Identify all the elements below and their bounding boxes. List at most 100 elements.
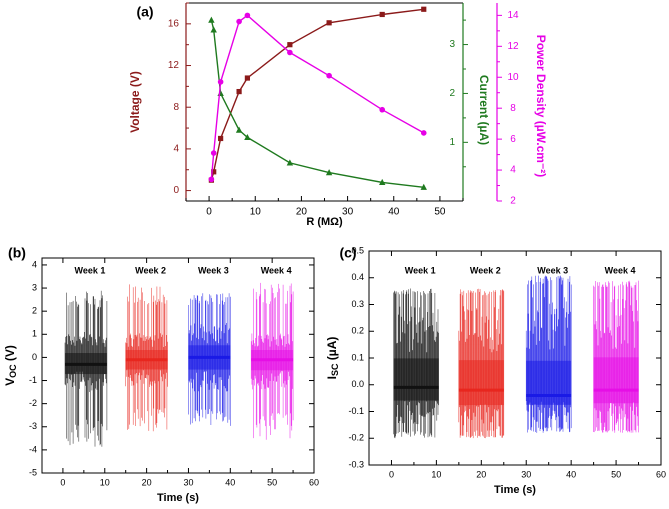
x-tick-label: 10 xyxy=(250,207,262,218)
left-y-tick-label: 8 xyxy=(173,102,179,113)
signal-week-4 xyxy=(250,282,294,440)
power-marker xyxy=(420,130,427,136)
voltage-marker xyxy=(218,135,224,142)
left-y-tick-label: 16 xyxy=(168,18,180,29)
y-tick-label: 0.4 xyxy=(351,272,364,282)
week-label: Week 1 xyxy=(405,265,436,275)
x-tick-label: 0 xyxy=(60,477,65,487)
power-marker xyxy=(208,176,215,183)
current-marker xyxy=(379,178,386,186)
week-label: Week 1 xyxy=(75,265,106,275)
voltage-marker xyxy=(244,75,251,81)
week-label: Week 4 xyxy=(605,265,636,275)
y-tick-label: 1 xyxy=(32,329,37,339)
x-tick-label: 20 xyxy=(142,477,152,487)
signal-week-3 xyxy=(525,275,572,433)
panel-label: (c) xyxy=(339,245,356,261)
x-tick-label: 50 xyxy=(434,207,446,218)
signal-week-1 xyxy=(393,288,439,439)
power-marker xyxy=(326,72,332,79)
current-marker xyxy=(235,126,243,133)
panel-label: (a) xyxy=(136,4,153,20)
y-tick-label: 4 xyxy=(32,259,37,269)
x-tick-label: 10 xyxy=(431,469,441,479)
current-marker xyxy=(244,133,251,141)
power-marker xyxy=(287,49,293,56)
y-tick-label: 0 xyxy=(32,352,37,362)
current-y-tick-label: 2 xyxy=(449,88,455,99)
current-marker xyxy=(420,183,427,190)
signal-week-4 xyxy=(593,280,639,433)
power-y-tick-label: 12 xyxy=(507,41,519,52)
plot-frame xyxy=(41,257,315,474)
voltage-marker xyxy=(236,88,242,95)
current-marker xyxy=(210,26,217,33)
y-tick-label: -4 xyxy=(29,444,37,454)
y-axis-title: ISC (µA) xyxy=(325,337,340,380)
voltage-marker xyxy=(211,169,217,175)
x-tick-label: 0 xyxy=(206,207,212,218)
y-tick-label: -0.2 xyxy=(348,433,364,443)
power-marker xyxy=(236,18,242,25)
y-axis-title-main: V xyxy=(3,378,17,386)
power-y-tick-label: 8 xyxy=(510,103,516,114)
x-tick-label: 30 xyxy=(183,477,193,487)
signal-core-band xyxy=(458,360,504,406)
x-tick-label: 20 xyxy=(296,207,308,218)
y-axis-title-subscript: OC xyxy=(8,364,18,378)
x-axis-title: Time (s) xyxy=(494,484,536,496)
left-y-axis-title: Voltage (V) xyxy=(128,71,142,133)
power-y-axis-title: Power Density (µW.cm⁻²) xyxy=(534,35,548,178)
x-axis-title: R (MΩ) xyxy=(306,216,343,228)
x-tick-label: 40 xyxy=(388,207,400,218)
week-label: Week 4 xyxy=(261,265,292,275)
x-tick-label: 60 xyxy=(309,477,319,487)
x-tick-label: 40 xyxy=(566,469,576,479)
power-marker xyxy=(379,106,386,113)
x-tick-label: 0 xyxy=(389,469,394,479)
x-tick-label: 60 xyxy=(656,469,666,479)
current-marker xyxy=(208,16,215,23)
power-y-tick-label: 6 xyxy=(510,134,516,145)
left-y-tick-label: 0 xyxy=(173,185,179,196)
left-y-tick-label: 12 xyxy=(168,60,180,71)
y-tick-label: -1 xyxy=(29,375,37,385)
y-tick-label: -0.1 xyxy=(348,406,364,416)
current-y-tick-label: 3 xyxy=(449,39,455,50)
voltage-marker xyxy=(379,11,385,18)
current-y-tick-label: 1 xyxy=(449,137,455,148)
voltage-marker xyxy=(326,20,332,26)
y-tick-label: 2 xyxy=(32,306,37,316)
power-y-tick-label: 14 xyxy=(507,10,519,21)
voltage-marker xyxy=(287,42,293,48)
signal-week-2 xyxy=(125,284,168,432)
x-tick-label: 50 xyxy=(267,477,277,487)
y-tick-label: -5 xyxy=(29,467,37,477)
y-axis-title-unit: (V) xyxy=(3,345,17,364)
y-tick-label: 0.3 xyxy=(351,299,364,309)
signal-core-band xyxy=(593,357,639,404)
power-y-tick-label: 10 xyxy=(507,72,519,83)
week-label: Week 2 xyxy=(470,265,501,275)
y-axis-title-main: I xyxy=(325,376,339,379)
y-tick-label: 0.5 xyxy=(351,245,364,255)
signal-week-2 xyxy=(458,288,505,439)
y-tick-label: -3 xyxy=(29,421,37,431)
y-axis-title-subscript: SC xyxy=(330,363,340,376)
power-marker xyxy=(217,79,224,85)
week-label: Week 2 xyxy=(135,265,166,275)
week-label: Week 3 xyxy=(537,265,568,275)
x-tick-label: 40 xyxy=(225,477,235,487)
signal-core-band xyxy=(393,358,439,401)
current-marker xyxy=(325,169,333,176)
x-tick-label: 20 xyxy=(476,469,486,479)
y-tick-label: -2 xyxy=(29,398,37,408)
y-tick-label: -0.3 xyxy=(348,459,364,469)
current-y-axis-title: Current (µA) xyxy=(477,75,491,145)
signal-core-band xyxy=(526,360,572,405)
x-tick-label: 30 xyxy=(521,469,531,479)
power-marker xyxy=(210,150,217,156)
panel-label: (b) xyxy=(8,245,26,261)
current-marker xyxy=(286,159,294,166)
